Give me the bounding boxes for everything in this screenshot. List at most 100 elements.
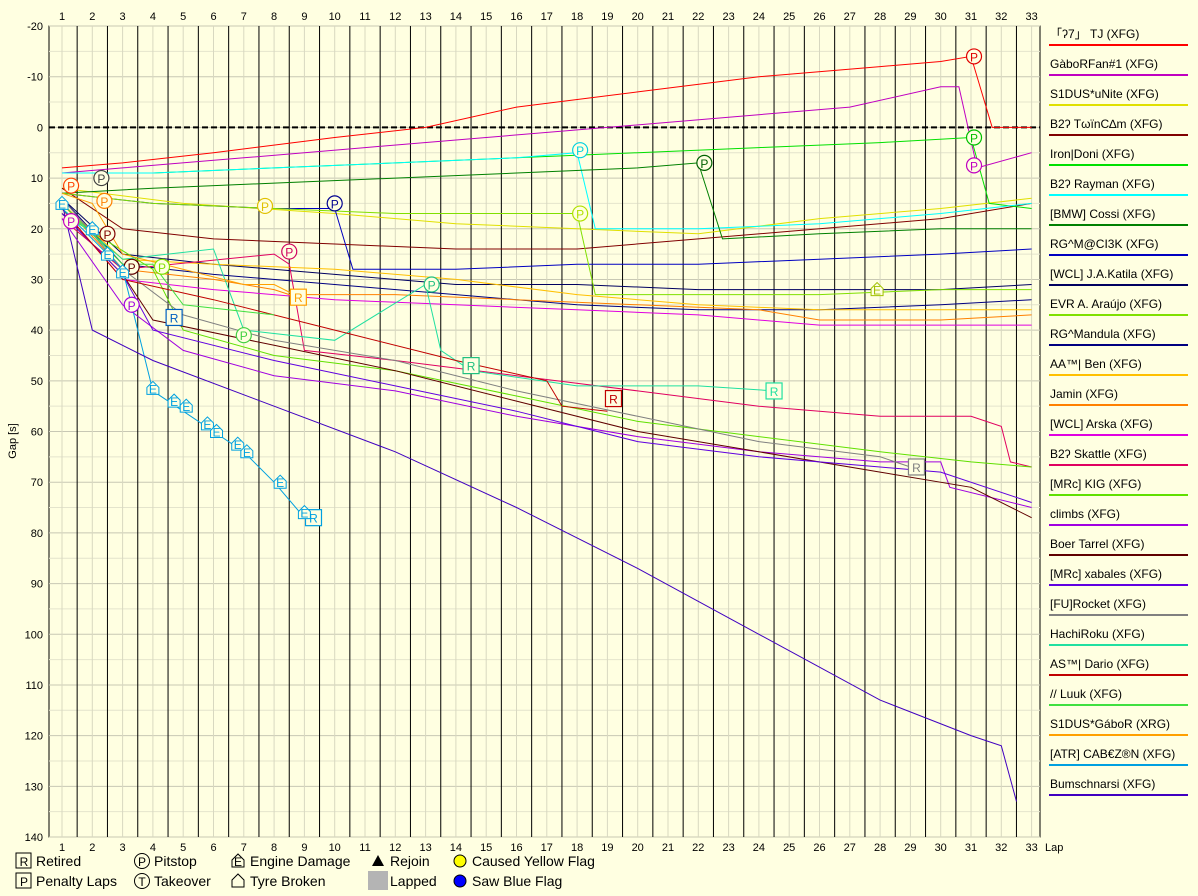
x-tick-label: 14 — [450, 11, 462, 23]
key-label: Caused Yellow Flag — [472, 853, 595, 869]
grid — [49, 25, 1040, 838]
legend-item: 「ʔ7」 TJ (XFG) — [1049, 27, 1188, 46]
engine-damage-marker: E — [870, 281, 884, 298]
svg-text:E: E — [170, 395, 178, 409]
svg-text:E: E — [88, 223, 96, 237]
svg-text:P: P — [285, 246, 293, 260]
key-item: P Penalty Laps — [15, 872, 117, 889]
x-tick-label: 15 — [480, 11, 492, 23]
x-tick-label: 30 — [935, 842, 947, 854]
series-line — [61, 86, 1032, 174]
pitstop-marker: P — [96, 192, 113, 209]
pitstop-marker: P — [256, 197, 274, 215]
svg-text:P: P — [576, 144, 584, 158]
engine-damage-marker: E — [146, 380, 160, 396]
svg-text:P: P — [428, 279, 436, 293]
pitstop-marker: P — [123, 296, 140, 313]
x-tick-label: 28 — [874, 842, 886, 854]
x-tick-label: 25 — [783, 842, 795, 854]
pitstop-marker: P — [62, 177, 80, 194]
svg-text:P: P — [576, 208, 584, 222]
x-tick-label: 18 — [571, 842, 583, 854]
svg-text:P: P — [67, 180, 75, 194]
y-tick-label: 110 — [25, 680, 43, 692]
legend: 「ʔ7」 TJ (XFG) GàboRFan#1 (XFG) S1DUS*uNite… — [1049, 27, 1188, 796]
svg-text:E: E — [234, 855, 242, 869]
legend-label: 「ʔ7」 TJ (XFG) — [1050, 27, 1139, 41]
key-item: R Retired — [15, 852, 81, 869]
legend-item: [FU]Rocket (XFG) — [1049, 597, 1188, 616]
svg-text:R: R — [467, 360, 476, 374]
x-tick-label: 26 — [813, 11, 825, 23]
svg-text:T: T — [138, 875, 146, 889]
x-tick-label: 7 — [241, 842, 247, 854]
y-tick-label: 30 — [31, 274, 43, 286]
svg-text:P: P — [158, 261, 166, 275]
x-tick-label: 28 — [874, 11, 886, 23]
x-tick-label: 32 — [995, 11, 1007, 23]
legend-label: [ATR] CAB€Z®N (XFG) — [1050, 747, 1175, 761]
svg-text:R: R — [912, 461, 921, 475]
svg-text:P: P — [20, 875, 28, 889]
retired-marker: R — [462, 357, 480, 375]
key-item: Tyre Broken — [231, 873, 325, 889]
legend-label: AA™| Ben (XFG) — [1050, 357, 1142, 371]
svg-text:E: E — [103, 248, 111, 262]
key-item: Saw Blue Flag — [453, 873, 562, 889]
x-tick-label: 4 — [150, 842, 156, 854]
pitstop-marker: P — [965, 48, 983, 65]
series-line — [61, 203, 275, 316]
key-label: Tyre Broken — [250, 873, 325, 889]
x-tick-label: 29 — [904, 842, 916, 854]
legend-label: [MRc] xabales (XFG) — [1050, 567, 1162, 581]
svg-text:E: E — [149, 382, 157, 396]
legend-item: B2ʔ Rayman (XFG) — [1049, 177, 1188, 196]
x-tick-label: 11 — [359, 11, 370, 23]
key-label: Saw Blue Flag — [472, 873, 562, 889]
svg-text:P: P — [103, 228, 111, 242]
legend-label: GàboRFan#1 (XFG) — [1050, 57, 1158, 71]
legend-item: HachiRoku (XFG) — [1049, 627, 1188, 646]
pitstop-marker: P — [965, 129, 983, 146]
pitstop-marker: P — [696, 154, 713, 171]
x-tick-label: 13 — [419, 11, 431, 23]
y-tick-label: 70 — [31, 477, 43, 489]
key-label: Engine Damage — [250, 853, 351, 869]
key-label: Retired — [36, 853, 81, 869]
x-axis-label: Lap — [1045, 842, 1063, 854]
key-item: Rejoin — [372, 853, 430, 869]
key-label: Lapped — [390, 873, 437, 889]
x-tick-label: 7 — [241, 11, 247, 23]
legend-label: // Luuk (XFG) — [1050, 687, 1122, 701]
engine-damage-marker: E — [100, 246, 114, 262]
svg-text:P: P — [700, 157, 708, 171]
svg-text:E: E — [276, 476, 284, 490]
pitstop-marker: P — [572, 205, 589, 222]
y-tick-label: 0 — [37, 122, 43, 134]
legend-item: AS™| Dario (XFG) — [1049, 657, 1188, 676]
pitstop-marker: P — [99, 225, 116, 242]
engine-damage-marker: E — [273, 474, 287, 490]
y-tick-label: 40 — [31, 325, 43, 337]
y-tick-label: 50 — [31, 376, 43, 388]
svg-text:P: P — [138, 855, 146, 869]
x-tick-label: 4 — [150, 11, 156, 23]
svg-text:E: E — [182, 400, 190, 414]
legend-label: S1DUS*GáboR (XRG) — [1050, 717, 1170, 731]
x-tick-label: 22 — [692, 11, 704, 23]
pitstop-marker: P — [423, 276, 440, 293]
x-tick-label: 17 — [541, 842, 553, 854]
svg-text:P: P — [970, 50, 978, 64]
x-tick-label: 16 — [510, 11, 522, 23]
key-label: Rejoin — [390, 853, 430, 869]
x-tick-label: 19 — [601, 11, 613, 23]
svg-text:R: R — [170, 311, 179, 325]
x-tick-label: 20 — [632, 842, 644, 854]
pitstop-marker: P — [326, 195, 343, 212]
x-tick-label: 21 — [662, 842, 674, 854]
legend-item: [ATR] CAB€Z®N (XFG) — [1049, 747, 1188, 766]
y-tick-label: 10 — [31, 173, 43, 185]
x-tick-label: 3 — [120, 11, 126, 23]
x-tick-label: 23 — [722, 842, 734, 854]
svg-text:P: P — [67, 215, 75, 229]
